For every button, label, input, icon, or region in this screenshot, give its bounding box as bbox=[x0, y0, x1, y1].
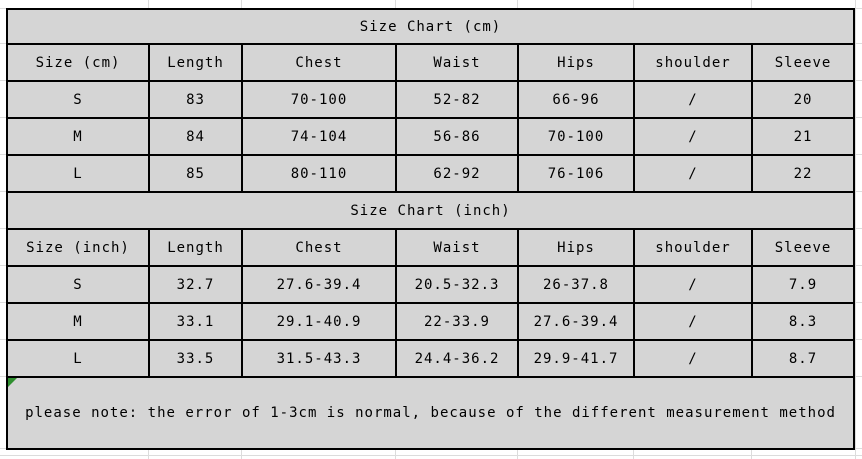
table-cell: M bbox=[6, 302, 150, 341]
table-cell: S bbox=[6, 80, 150, 119]
table-cell: 76-106 bbox=[517, 154, 635, 193]
table-cell: 20 bbox=[750, 80, 856, 119]
gridline bbox=[0, 455, 862, 456]
table-cell: 33.5 bbox=[148, 339, 243, 378]
gridline bbox=[855, 0, 856, 459]
column-header-length: Length bbox=[148, 228, 243, 267]
size-chart-table: Size Chart (cm) Size (cm) Length Chest W… bbox=[5, 8, 856, 450]
column-header-size: Size (cm) bbox=[6, 43, 150, 82]
column-header-chest: Chest bbox=[241, 43, 397, 82]
table-cell: / bbox=[633, 117, 753, 156]
table-cell: 22 bbox=[750, 154, 856, 193]
table-title-cm: Size Chart (cm) bbox=[5, 8, 856, 45]
table-cell: 24.4-36.2 bbox=[395, 339, 519, 378]
table-cell: 33.1 bbox=[148, 302, 243, 341]
table-cell: M bbox=[6, 117, 150, 156]
table-cell: 66-96 bbox=[517, 80, 635, 119]
table-cell: 62-92 bbox=[395, 154, 519, 193]
column-header-hips: Hips bbox=[517, 228, 635, 267]
table-row-inch-l: L 33.5 31.5-43.3 24.4-36.2 29.9-41.7 / 8… bbox=[6, 339, 856, 378]
table-cell: 7.9 bbox=[750, 265, 856, 304]
table-cell: 29.1-40.9 bbox=[241, 302, 397, 341]
table-cell: 83 bbox=[148, 80, 243, 119]
table-row-cm-l: L 85 80-110 62-92 76-106 / 22 bbox=[6, 154, 856, 193]
column-header-shoulder: shoulder bbox=[633, 43, 753, 82]
table-title-inch: Size Chart (inch) bbox=[5, 191, 856, 230]
note-cell: please note: the error of 1-3cm is norma… bbox=[5, 376, 856, 450]
cell-error-indicator-icon bbox=[9, 379, 17, 387]
table-row-cm-s: S 83 70-100 52-82 66-96 / 20 bbox=[6, 80, 856, 119]
table-cell: 52-82 bbox=[395, 80, 519, 119]
table-cell: 84 bbox=[148, 117, 243, 156]
column-header-size: Size (inch) bbox=[6, 228, 150, 267]
table-cell: 27.6-39.4 bbox=[241, 265, 397, 304]
table-cell: L bbox=[6, 339, 150, 378]
table-cell: L bbox=[6, 154, 150, 193]
header-row-inch: Size (inch) Length Chest Waist Hips shou… bbox=[6, 228, 856, 267]
column-header-sleeve: Sleeve bbox=[750, 228, 856, 267]
table-cell: 27.6-39.4 bbox=[517, 302, 635, 341]
column-header-waist: Waist bbox=[395, 228, 519, 267]
table-cell: 8.3 bbox=[750, 302, 856, 341]
table-cell: / bbox=[633, 154, 753, 193]
table-cell: 20.5-32.3 bbox=[395, 265, 519, 304]
table-row-cm-m: M 84 74-104 56-86 70-100 / 21 bbox=[6, 117, 856, 156]
column-header-sleeve: Sleeve bbox=[750, 43, 856, 82]
table-cell: 85 bbox=[148, 154, 243, 193]
table-cell: 80-110 bbox=[241, 154, 397, 193]
table-cell: / bbox=[633, 302, 753, 341]
table-cell: 56-86 bbox=[395, 117, 519, 156]
table-cell: 29.9-41.7 bbox=[517, 339, 635, 378]
note-text: please note: the error of 1-3cm is norma… bbox=[25, 405, 836, 421]
table-cell: 8.7 bbox=[750, 339, 856, 378]
table-cell: 22-33.9 bbox=[395, 302, 519, 341]
table-cell: 74-104 bbox=[241, 117, 397, 156]
table-cell: 70-100 bbox=[517, 117, 635, 156]
column-header-chest: Chest bbox=[241, 228, 397, 267]
table-cell: 32.7 bbox=[148, 265, 243, 304]
header-row-cm: Size (cm) Length Chest Waist Hips should… bbox=[6, 43, 856, 82]
table-cell: 21 bbox=[750, 117, 856, 156]
table-cell: 70-100 bbox=[241, 80, 397, 119]
table-row-inch-s: S 32.7 27.6-39.4 20.5-32.3 26-37.8 / 7.9 bbox=[6, 265, 856, 304]
table-cell: / bbox=[633, 339, 753, 378]
column-header-shoulder: shoulder bbox=[633, 228, 753, 267]
table-row-inch-m: M 33.1 29.1-40.9 22-33.9 27.6-39.4 / 8.3 bbox=[6, 302, 856, 341]
column-header-hips: Hips bbox=[517, 43, 635, 82]
column-header-waist: Waist bbox=[395, 43, 519, 82]
table-cell: S bbox=[6, 265, 150, 304]
table-cell: / bbox=[633, 265, 753, 304]
column-header-length: Length bbox=[148, 43, 243, 82]
table-cell: / bbox=[633, 80, 753, 119]
table-cell: 31.5-43.3 bbox=[241, 339, 397, 378]
table-cell: 26-37.8 bbox=[517, 265, 635, 304]
